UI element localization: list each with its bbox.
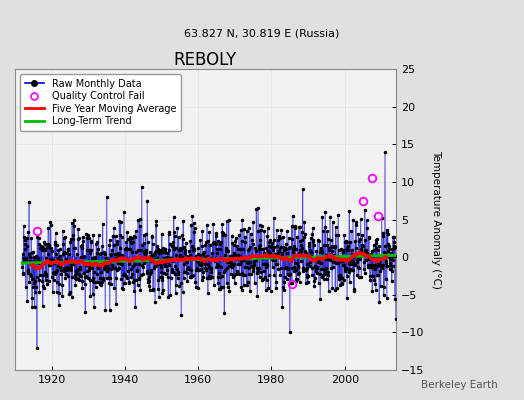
Legend: Raw Monthly Data, Quality Control Fail, Five Year Moving Average, Long-Term Tren: Raw Monthly Data, Quality Control Fail, … [20, 74, 181, 131]
Y-axis label: Temperature Anomaly (°C): Temperature Anomaly (°C) [431, 150, 441, 289]
Text: Berkeley Earth: Berkeley Earth [421, 380, 498, 390]
Text: 63.827 N, 30.819 E (Russia): 63.827 N, 30.819 E (Russia) [184, 28, 340, 38]
Title: REBOLY: REBOLY [174, 51, 237, 69]
